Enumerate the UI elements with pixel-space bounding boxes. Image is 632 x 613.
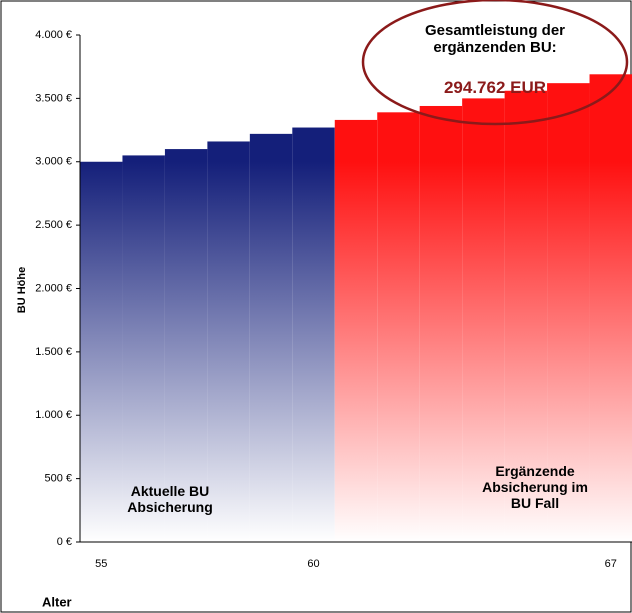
bar xyxy=(547,83,590,542)
y-tick-label: 2.500 € xyxy=(35,219,72,231)
y-tick-label: 1.500 € xyxy=(35,346,72,358)
bar xyxy=(504,90,548,543)
bar xyxy=(80,161,123,542)
y-tick-label: 0 € xyxy=(57,536,72,548)
y-tick-label: 4.000 € xyxy=(35,29,72,41)
series-label: Ergänzende Absicherung im BU Fall xyxy=(482,463,588,511)
series-label: Aktuelle BU Absicherung xyxy=(127,483,213,515)
y-tick-label: 1.000 € xyxy=(35,409,72,421)
bar xyxy=(164,149,208,542)
bar xyxy=(334,119,378,543)
x-axis-label: Alter xyxy=(42,594,72,609)
bar xyxy=(377,112,420,542)
annotation-text: Gesamtleistung der ergänzenden BU: xyxy=(424,22,566,56)
bar xyxy=(249,133,293,543)
bar xyxy=(207,141,250,542)
y-tick-label: 3.500 € xyxy=(35,92,72,104)
bar xyxy=(589,74,632,542)
bar xyxy=(419,105,463,542)
annotation-value: 294.762 EUR xyxy=(443,78,547,97)
x-tick-label: 67 xyxy=(605,558,617,570)
bar xyxy=(292,127,335,542)
y-tick-label: 2.000 € xyxy=(35,282,72,294)
annotation-ellipse xyxy=(361,0,629,126)
y-tick-label: 500 € xyxy=(44,473,72,485)
bar xyxy=(122,155,165,542)
x-tick-label: 55 xyxy=(95,558,107,570)
x-tick-label: 60 xyxy=(307,558,319,570)
bar xyxy=(462,98,505,542)
y-axis-label: BU Höhe xyxy=(16,267,28,313)
y-tick-label: 3.000 € xyxy=(35,156,72,168)
